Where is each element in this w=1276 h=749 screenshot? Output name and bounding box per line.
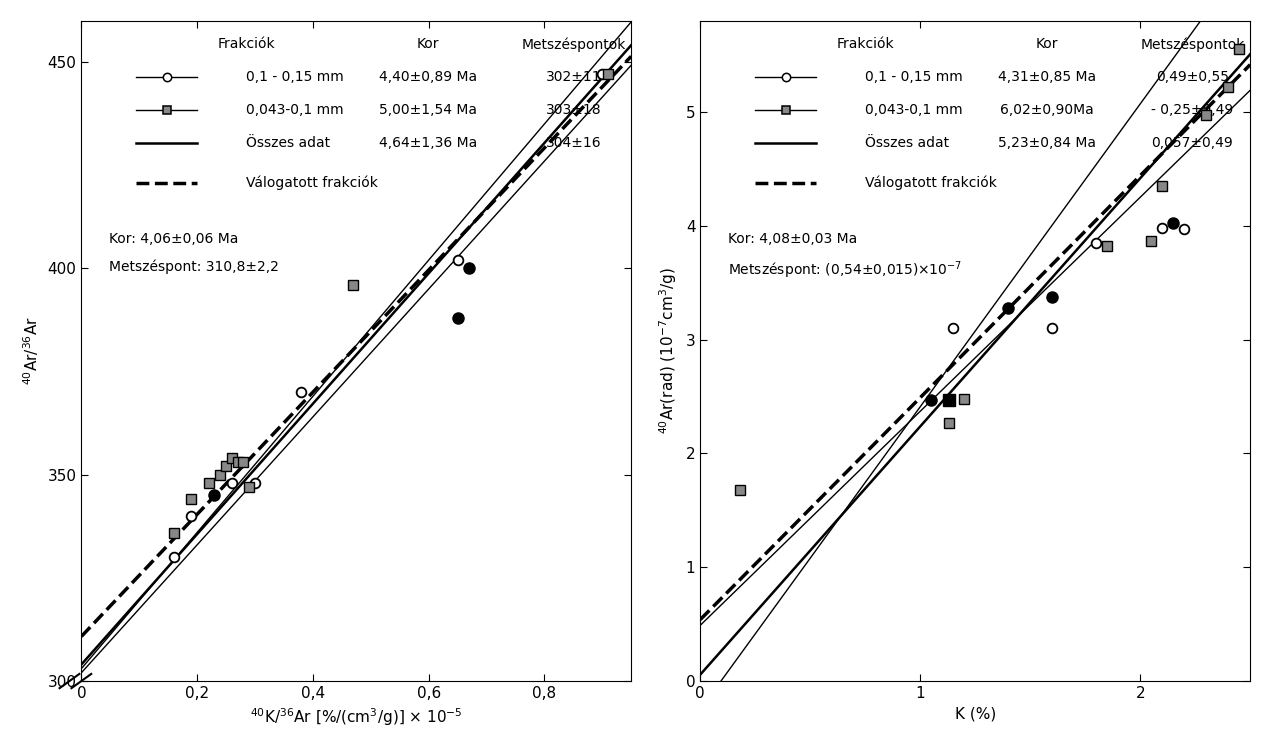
Text: 303±18: 303±18: [546, 103, 601, 117]
Text: 5,00±1,54 Ma: 5,00±1,54 Ma: [379, 103, 477, 117]
X-axis label: K (%): K (%): [954, 706, 995, 721]
Text: 0,057±0,49: 0,057±0,49: [1151, 136, 1234, 150]
Text: - 0,25±0,49: - 0,25±0,49: [1151, 103, 1234, 117]
Y-axis label: $^{40}$Ar/$^{36}$Ar: $^{40}$Ar/$^{36}$Ar: [20, 316, 41, 386]
Text: Válogatott frakciók: Válogatott frakciók: [246, 175, 378, 189]
Text: 0,1 - 0,15 mm: 0,1 - 0,15 mm: [246, 70, 345, 84]
Y-axis label: $^{40}$Ar(rad) (10$^{-7}$cm$^3$/g): $^{40}$Ar(rad) (10$^{-7}$cm$^3$/g): [657, 267, 679, 434]
Text: Válogatott frakciók: Válogatott frakciók: [865, 175, 997, 189]
Text: Metszéspontok: Metszéspontok: [1141, 37, 1244, 52]
Text: 0,043-0,1 mm: 0,043-0,1 mm: [246, 103, 345, 117]
Text: 302±11: 302±11: [546, 70, 601, 84]
Text: 5,23±0,84 Ma: 5,23±0,84 Ma: [998, 136, 1096, 150]
Text: 6,02±0,90Ma: 6,02±0,90Ma: [1000, 103, 1094, 117]
Text: Összes adat: Összes adat: [246, 136, 330, 150]
Text: 4,31±0,85 Ma: 4,31±0,85 Ma: [998, 70, 1096, 84]
Text: Kor: Kor: [1035, 37, 1058, 52]
Text: 304±16: 304±16: [546, 136, 601, 150]
Text: Kor: 4,08±0,03 Ma: Kor: 4,08±0,03 Ma: [727, 232, 857, 246]
Text: Kor: 4,06±0,06 Ma: Kor: 4,06±0,06 Ma: [108, 232, 239, 246]
Text: Frakciók: Frakciók: [837, 37, 894, 52]
Text: 0,043-0,1 mm: 0,043-0,1 mm: [865, 103, 963, 117]
Text: 0,49±0,55: 0,49±0,55: [1156, 70, 1229, 84]
Text: Metszéspont: 310,8±2,2: Metszéspont: 310,8±2,2: [108, 260, 278, 274]
Text: 4,64±1,36 Ma: 4,64±1,36 Ma: [379, 136, 477, 150]
Text: Összes adat: Összes adat: [865, 136, 949, 150]
Text: Kor: Kor: [416, 37, 439, 52]
Text: Metszéspont: (0,54±0,015)×10$^{-7}$: Metszéspont: (0,54±0,015)×10$^{-7}$: [727, 260, 962, 282]
Text: 0,1 - 0,15 mm: 0,1 - 0,15 mm: [865, 70, 963, 84]
Text: Frakciók: Frakciók: [217, 37, 276, 52]
X-axis label: $^{40}$K/$^{36}$Ar [%/(cm$^3$/g)] × 10$^{-5}$: $^{40}$K/$^{36}$Ar [%/(cm$^3$/g)] × 10$^…: [250, 706, 463, 728]
Text: Metszéspontok: Metszéspontok: [522, 37, 625, 52]
Text: 4,40±0,89 Ma: 4,40±0,89 Ma: [379, 70, 477, 84]
